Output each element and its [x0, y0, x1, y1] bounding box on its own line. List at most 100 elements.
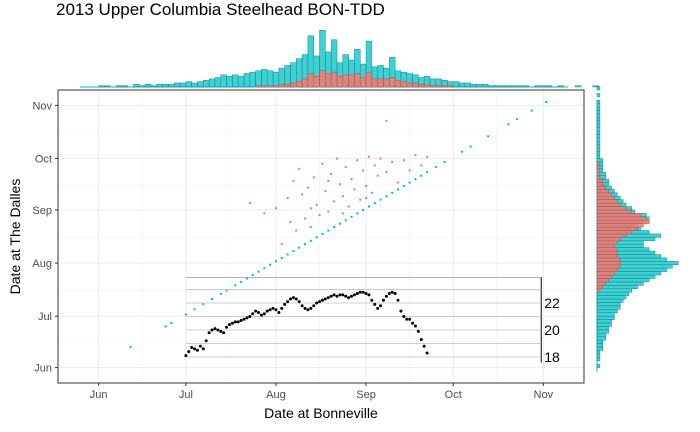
cyan-point — [426, 171, 429, 174]
x-axis-label: Date at Bonneville — [264, 405, 378, 421]
red-point — [347, 205, 350, 208]
y-axis-label: Date at The Dalles — [7, 179, 23, 295]
top-hist-bar-red — [423, 84, 431, 88]
cyan-point — [397, 188, 400, 191]
top-hist-bar — [540, 85, 547, 88]
right-hist-bar-red — [596, 281, 606, 286]
right-hist-bar-red — [596, 168, 601, 173]
top-hist-bar-red — [359, 77, 367, 88]
red-point — [365, 184, 368, 187]
cyan-point — [234, 284, 237, 287]
top-hist-bar — [493, 85, 500, 88]
temperature-point — [381, 298, 385, 302]
temperature-point — [425, 351, 429, 355]
top-hist-bar-red — [429, 85, 437, 88]
cyan-point — [460, 150, 463, 153]
temperature-point — [198, 344, 202, 348]
red-point — [301, 193, 304, 196]
temperature-point — [396, 298, 400, 302]
top-hist-bar — [505, 85, 512, 88]
right-hist-bar-red — [596, 199, 618, 204]
cyan-point — [164, 325, 167, 328]
right-hist-bar — [596, 124, 601, 128]
cyan-point — [333, 226, 336, 229]
right-hist-bar-red — [596, 171, 601, 176]
temperature-point — [187, 350, 191, 354]
temperature-point — [338, 293, 342, 297]
temperature-point — [193, 347, 197, 351]
red-point — [309, 226, 312, 229]
plot-panel — [58, 90, 584, 383]
top-hist-bar-red — [290, 82, 297, 88]
red-point — [338, 183, 341, 186]
temperature-point — [306, 308, 310, 312]
red-point — [362, 169, 365, 172]
temperature-point — [335, 294, 339, 298]
cyan-point — [385, 195, 388, 198]
right-hist-bar-red — [596, 247, 618, 252]
temperature-point — [222, 331, 226, 335]
temperature-point — [312, 304, 316, 308]
cyan-point — [434, 166, 437, 169]
top-hist-bar — [237, 75, 245, 88]
right-hist-bar — [596, 120, 601, 125]
top-hist-bar — [452, 81, 460, 88]
cyan-point — [516, 118, 519, 121]
temperature-point — [283, 302, 287, 306]
red-point — [350, 178, 353, 181]
right-hist-bar — [596, 312, 615, 317]
cyan-point — [263, 267, 266, 270]
red-point — [321, 162, 324, 165]
top-hist-bar-red — [272, 85, 280, 88]
right-hist-bar — [596, 329, 609, 334]
right-hist-bar-red — [596, 267, 618, 272]
top-hist-bar — [575, 85, 582, 88]
top-hist-bar — [458, 82, 466, 88]
red-point — [306, 186, 309, 189]
top-hist-bar — [121, 85, 128, 88]
red-point — [376, 174, 379, 177]
red-point — [298, 167, 301, 170]
right-hist-bar-red — [596, 182, 604, 187]
temperature-point — [402, 315, 406, 318]
top-hist-bar — [272, 71, 280, 88]
red-point — [344, 166, 347, 169]
red-point — [373, 164, 376, 167]
top-hist-bar — [534, 85, 541, 88]
top-hist-bar-red — [354, 73, 361, 88]
cyan-point — [327, 229, 330, 232]
top-hist-bar — [139, 85, 146, 88]
right-hist-bar — [596, 295, 627, 300]
y-tick-label: Sep — [32, 205, 52, 217]
red-point — [280, 243, 283, 246]
cyan-point — [530, 109, 533, 112]
top-hist-bar — [191, 82, 198, 88]
temperature-point — [204, 339, 208, 343]
right-hist-bar-red — [596, 233, 627, 238]
right-hist-bar-red — [596, 226, 638, 231]
top-hist-bar-red — [365, 71, 373, 88]
top-hist-bar — [226, 75, 233, 88]
right-hist-bar-red — [596, 243, 615, 248]
top-hist-bar — [266, 70, 274, 88]
top-hist-bar — [476, 84, 483, 88]
inset-tick-label: 22 — [544, 295, 560, 311]
right-hist-bar — [596, 346, 604, 351]
temperature-point — [399, 309, 403, 313]
temperature-point — [259, 313, 263, 317]
cyan-point — [362, 208, 365, 211]
temperature-point — [393, 292, 397, 296]
right-hist-bar-red — [596, 250, 618, 255]
top-hist-bar — [255, 70, 262, 88]
temperature-point — [297, 300, 301, 304]
right-hist-bar-red — [596, 175, 601, 180]
top-hist-bar-red — [412, 82, 419, 88]
temperature-point — [390, 290, 394, 294]
cyan-point — [469, 145, 472, 148]
top-hist-bar — [482, 84, 489, 88]
x-tick-label: Aug — [266, 389, 286, 401]
red-point — [333, 200, 336, 203]
temperature-point — [347, 296, 351, 300]
right-hist-bar-red — [596, 219, 650, 224]
top-hist-bar — [545, 85, 553, 88]
